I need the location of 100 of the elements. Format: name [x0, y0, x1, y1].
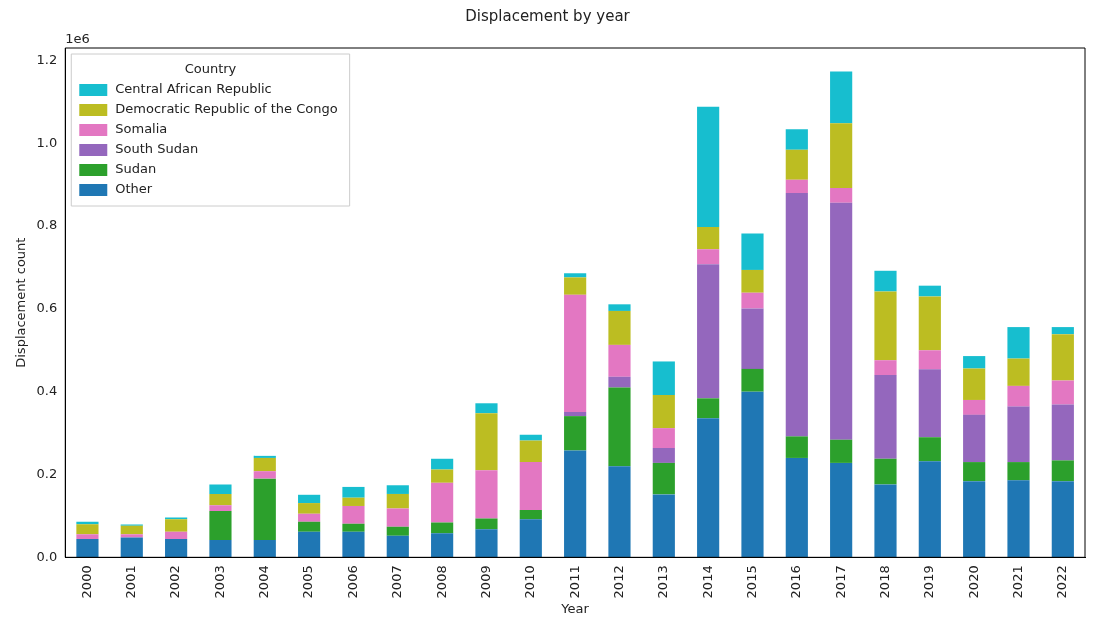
legend-title: Country — [184, 61, 237, 77]
bar — [76, 524, 99, 535]
bar — [1051, 380, 1074, 405]
y-tick-label: 0.6 — [36, 300, 58, 316]
bar — [874, 375, 897, 459]
bar — [431, 533, 454, 558]
bar — [874, 484, 897, 558]
bar — [298, 513, 321, 522]
bar — [253, 455, 276, 458]
bar — [652, 395, 675, 429]
bar — [386, 535, 409, 558]
x-tick-label: 2011 — [566, 565, 582, 599]
x-tick-label: 2022 — [1054, 565, 1070, 599]
bar — [697, 106, 720, 227]
bar — [298, 521, 321, 532]
x-tick-label: 2017 — [832, 565, 848, 599]
bar — [253, 471, 276, 479]
bar — [386, 493, 409, 509]
bar — [564, 277, 587, 295]
bar — [918, 461, 941, 558]
legend-label: Sudan — [115, 161, 157, 177]
bar — [697, 264, 720, 399]
x-tick-label: 2007 — [389, 565, 405, 599]
bar — [1007, 358, 1030, 386]
bar — [830, 462, 853, 558]
bar — [918, 296, 941, 351]
bar — [253, 478, 276, 540]
bar — [298, 494, 321, 504]
x-tick-label: 2009 — [477, 565, 493, 599]
bar — [1007, 327, 1030, 359]
bar — [741, 292, 764, 309]
bar — [918, 285, 941, 297]
bar — [253, 539, 276, 558]
bar — [475, 518, 498, 530]
chart-title: Displacement by year — [465, 6, 631, 25]
x-tick-label: 2018 — [876, 565, 892, 599]
bar — [830, 202, 853, 440]
bar — [431, 469, 454, 483]
x-tick-label: 2004 — [256, 565, 272, 599]
y-tick-label: 1.2 — [36, 51, 58, 67]
bar — [652, 462, 675, 495]
bar — [785, 457, 808, 558]
bar — [1051, 481, 1074, 558]
bar — [1051, 404, 1074, 461]
bar — [918, 350, 941, 370]
bar — [386, 508, 409, 527]
bar — [253, 457, 276, 472]
bar — [785, 129, 808, 150]
bar — [209, 493, 232, 506]
bar — [76, 534, 99, 540]
bar — [209, 539, 232, 558]
legend-label: Other — [115, 181, 153, 197]
x-tick-label: 2008 — [433, 565, 449, 599]
bar — [830, 439, 853, 463]
bar — [741, 368, 764, 392]
bar — [608, 304, 631, 311]
y-tick-label: 0.0 — [36, 548, 58, 564]
bar — [475, 470, 498, 519]
text: 1e6 — [65, 30, 90, 46]
x-tick-label: 2010 — [522, 565, 538, 599]
bar — [209, 510, 232, 540]
bar — [741, 233, 764, 270]
bar — [785, 179, 808, 193]
x-tick-label: 2012 — [610, 565, 626, 599]
x-tick-label: 2000 — [78, 565, 94, 599]
bar — [1007, 385, 1030, 407]
bar — [342, 523, 365, 532]
bar — [342, 531, 365, 558]
bar — [874, 458, 897, 485]
bar — [785, 192, 808, 437]
bar — [963, 481, 986, 558]
bar — [874, 291, 897, 361]
x-tick-label: 2006 — [344, 565, 360, 599]
bar — [741, 269, 764, 293]
bar — [697, 418, 720, 558]
bar — [608, 376, 631, 388]
bar — [165, 539, 188, 558]
legend-label: Somalia — [115, 121, 168, 137]
bar — [963, 368, 986, 400]
bar — [918, 369, 941, 438]
bar — [652, 448, 675, 463]
bar — [298, 531, 321, 558]
bar — [120, 534, 143, 538]
bar — [963, 399, 986, 415]
bar — [431, 458, 454, 470]
bar — [785, 436, 808, 458]
bar — [608, 310, 631, 345]
x-tick-label: 2019 — [921, 565, 937, 599]
bar — [1007, 480, 1030, 558]
bar — [830, 123, 853, 188]
x-tick-label: 2014 — [699, 565, 715, 599]
bar — [209, 484, 232, 494]
bar — [608, 466, 631, 558]
bar — [165, 531, 188, 540]
bar — [741, 391, 764, 558]
bar — [564, 273, 587, 278]
bar — [475, 413, 498, 471]
bar — [830, 187, 853, 203]
y-tick-label: 0.2 — [36, 465, 58, 481]
bar — [209, 505, 232, 511]
